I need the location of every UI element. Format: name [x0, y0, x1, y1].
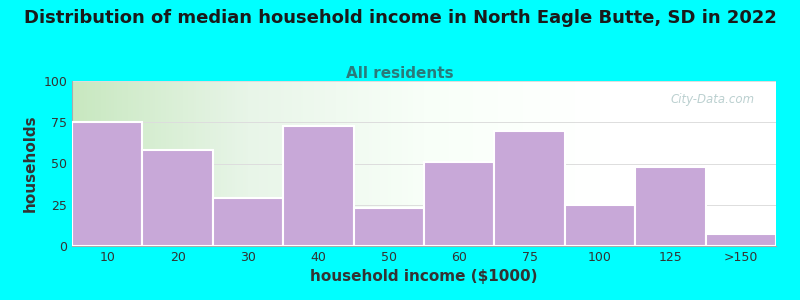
Y-axis label: households: households [22, 115, 38, 212]
Bar [283, 125, 354, 246]
Bar [706, 235, 776, 246]
Text: Distribution of median household income in North Eagle Butte, SD in 2022: Distribution of median household income … [23, 9, 777, 27]
Bar [142, 150, 213, 246]
X-axis label: household income ($1000): household income ($1000) [310, 269, 538, 284]
Bar [494, 130, 565, 246]
Bar [635, 167, 706, 246]
Bar [565, 205, 635, 246]
Bar [424, 162, 494, 246]
Bar [72, 122, 142, 246]
Bar [354, 208, 424, 246]
Text: City-Data.com: City-Data.com [670, 92, 755, 106]
Bar [213, 198, 283, 246]
Text: All residents: All residents [346, 66, 454, 81]
